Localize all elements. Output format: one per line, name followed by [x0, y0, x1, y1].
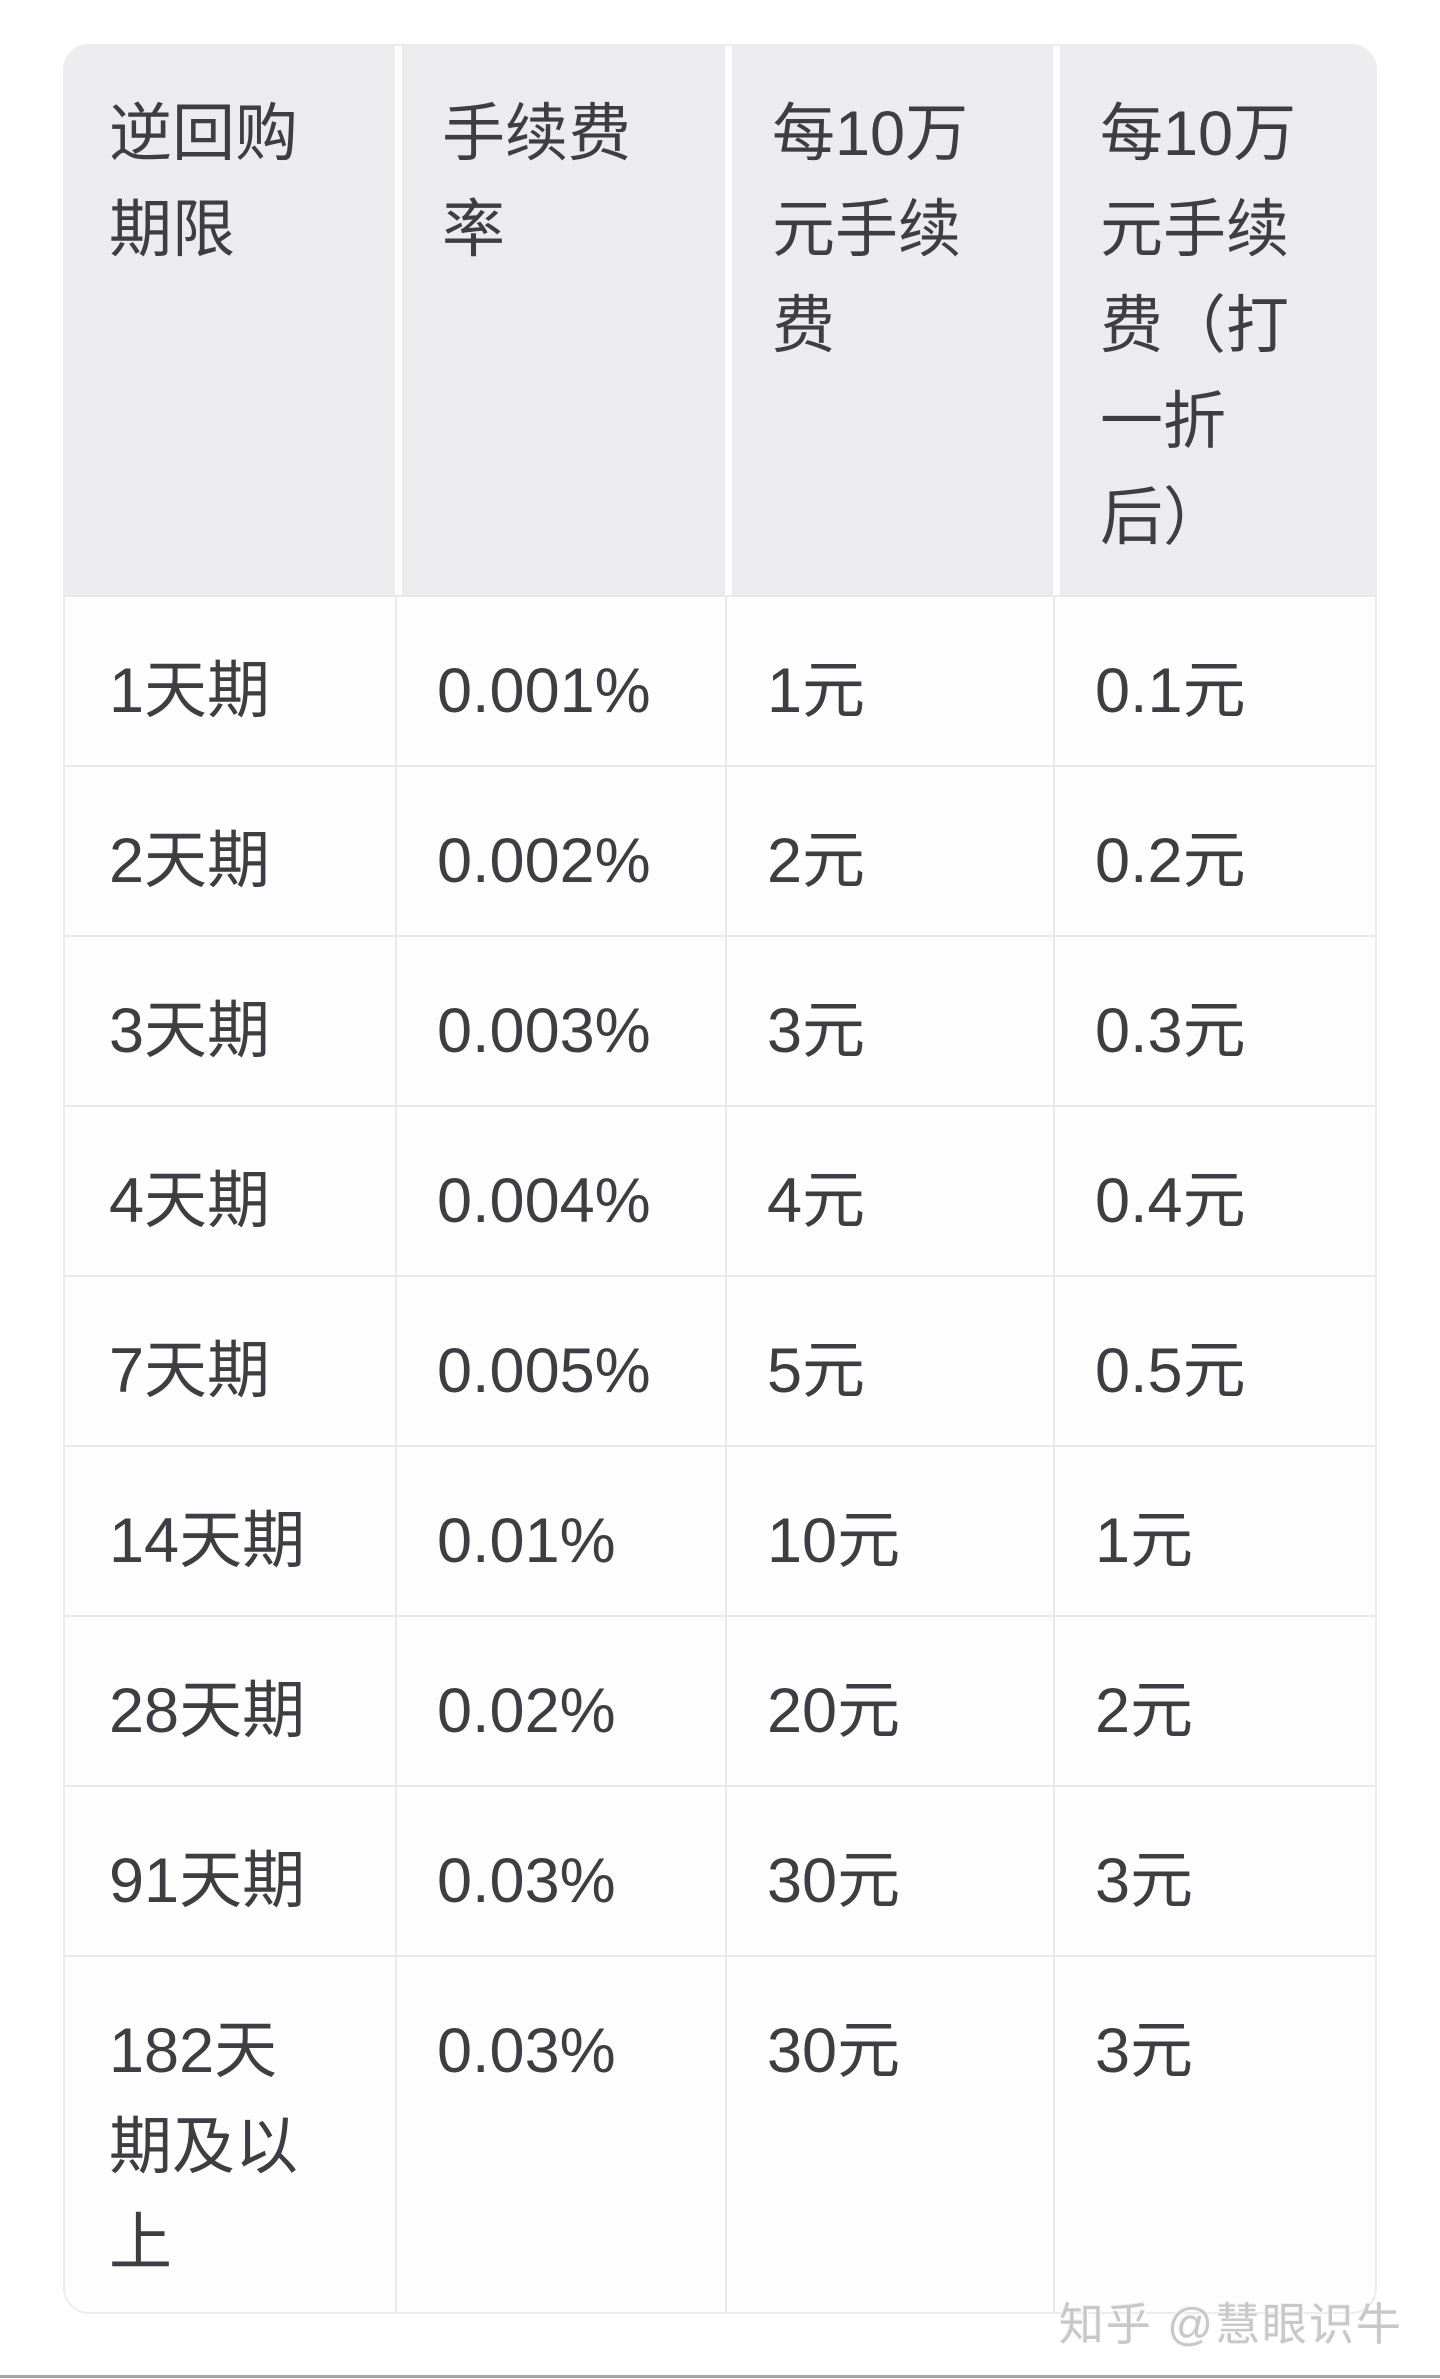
table-cell: 0.3元 — [1053, 935, 1375, 1105]
table-cell: 30元 — [725, 1785, 1053, 1955]
table-cell: 1天期 — [65, 595, 395, 765]
table-row: 2天期 0.002% 2元 0.2元 — [65, 765, 1375, 935]
table-cell: 0.003% — [395, 935, 725, 1105]
table-row: 1天期 0.001% 1元 0.1元 — [65, 595, 1375, 765]
table-cell: 20元 — [725, 1615, 1053, 1785]
table-cell: 2元 — [1053, 1615, 1375, 1785]
header-cell: 逆回购 期限 — [65, 46, 395, 595]
table-cell: 3元 — [1053, 1955, 1375, 2312]
table-cell: 5元 — [725, 1275, 1053, 1445]
table-cell: 91天期 — [65, 1785, 395, 1955]
table-cell: 0.002% — [395, 765, 725, 935]
table-cell: 3元 — [725, 935, 1053, 1105]
table-cell: 182天 期及以 上 — [65, 1955, 395, 2312]
table-cell: 10元 — [725, 1445, 1053, 1615]
zhihu-watermark: 知乎 @慧眼识牛 — [1058, 2299, 1403, 2350]
table-cell: 3元 — [1053, 1785, 1375, 1955]
table-cell: 7天期 — [65, 1275, 395, 1445]
table-header: 逆回购 期限 手续费 率每10万 元手续 费每10万 元手续 费（打 一折 后） — [65, 46, 1375, 595]
table-row: 91天期 0.03% 30元 3元 — [65, 1785, 1375, 1955]
table-row: 28天期 0.02% 20元 2元 — [65, 1615, 1375, 1785]
table-row: 182天 期及以 上 0.03% 30元 3元 — [65, 1955, 1375, 2312]
header-cell: 手续费 率 — [395, 46, 725, 595]
table-cell: 0.1元 — [1053, 595, 1375, 765]
table-cell: 0.5元 — [1053, 1275, 1375, 1445]
table-cell: 4元 — [725, 1105, 1053, 1275]
table-cell: 1元 — [1053, 1445, 1375, 1615]
table-row: 4天期 0.004% 4元 0.4元 — [65, 1105, 1375, 1275]
bottom-divider-bar — [0, 2375, 1440, 2378]
table-body: 1天期 0.001% 1元 0.1元 2天期 0.002% 2元 0.2元 3天期 0.003… — [65, 595, 1375, 2312]
table-cell: 3天期 — [65, 935, 395, 1105]
table-cell: 0.02% — [395, 1615, 725, 1785]
table-cell: 28天期 — [65, 1615, 395, 1785]
table-cell: 2元 — [725, 765, 1053, 935]
table-cell: 2天期 — [65, 765, 395, 935]
table-cell: 0.2元 — [1053, 765, 1375, 935]
fee-table-card: 逆回购 期限 手续费 率每10万 元手续 费每10万 元手续 费（打 一折 后） … — [63, 44, 1377, 2314]
table-cell: 0.03% — [395, 1785, 725, 1955]
header-cell: 每10万 元手续 费 — [725, 46, 1053, 595]
header-cell: 每10万 元手续 费（打 一折 后） — [1053, 46, 1375, 595]
table-cell: 30元 — [725, 1955, 1053, 2312]
table-cell: 14天期 — [65, 1445, 395, 1615]
table-cell: 0.004% — [395, 1105, 725, 1275]
table-cell: 0.03% — [395, 1955, 725, 2312]
table-row: 14天期 0.01% 10元 1元 — [65, 1445, 1375, 1615]
table-cell: 0.005% — [395, 1275, 725, 1445]
table-cell: 4天期 — [65, 1105, 395, 1275]
table-row: 7天期 0.005% 5元 0.5元 — [65, 1275, 1375, 1445]
table-cell: 0.001% — [395, 595, 725, 765]
table-cell: 1元 — [725, 595, 1053, 765]
table-cell: 0.01% — [395, 1445, 725, 1615]
table-cell: 0.4元 — [1053, 1105, 1375, 1275]
table-row: 3天期 0.003% 3元 0.3元 — [65, 935, 1375, 1105]
